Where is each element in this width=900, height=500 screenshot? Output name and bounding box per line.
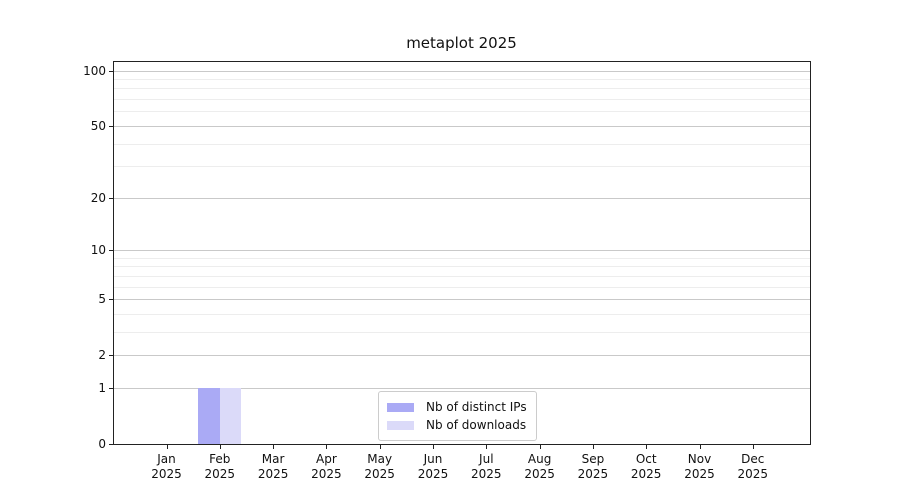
gridline-minor bbox=[113, 79, 810, 81]
spine-top bbox=[113, 61, 811, 62]
x-tick bbox=[699, 445, 701, 449]
x-tick bbox=[486, 445, 488, 449]
x-tick-label: Dec 2025 bbox=[737, 452, 769, 481]
gridline-major bbox=[113, 387, 810, 389]
gridline-major bbox=[113, 249, 810, 251]
gridline-minor bbox=[113, 275, 810, 277]
y-tick-label: 0 bbox=[98, 437, 106, 451]
spine-left bbox=[113, 61, 114, 445]
y-tick-label: 10 bbox=[90, 242, 106, 257]
x-tick-label: Apr 2025 bbox=[311, 452, 342, 481]
legend-swatch-downloads bbox=[387, 420, 414, 430]
x-tick-label: Feb 2025 bbox=[204, 452, 236, 481]
y-tick bbox=[109, 299, 113, 301]
y-tick-label: 100 bbox=[83, 63, 106, 78]
gridline-minor bbox=[113, 313, 810, 315]
legend-label-downloads: Nb of downloads bbox=[426, 417, 527, 432]
plot-area bbox=[113, 61, 810, 444]
x-tick-label: Oct 2025 bbox=[630, 452, 662, 481]
y-tick-label: 50 bbox=[90, 118, 106, 133]
y-tick-label: 20 bbox=[90, 190, 106, 205]
y-tick bbox=[109, 125, 113, 127]
x-tick bbox=[219, 445, 221, 449]
gridline-minor bbox=[113, 88, 810, 90]
x-tick-label: Jul 2025 bbox=[471, 452, 502, 481]
x-tick-label: Aug 2025 bbox=[524, 452, 555, 481]
x-tick-label: Sep 2025 bbox=[577, 452, 609, 481]
x-tick bbox=[752, 445, 754, 449]
x-tick-label: Nov 2025 bbox=[684, 452, 715, 481]
gridline-minor bbox=[113, 99, 810, 101]
y-tick bbox=[109, 355, 113, 357]
y-tick bbox=[109, 197, 113, 199]
gridline-major bbox=[113, 125, 810, 127]
y-tick bbox=[109, 70, 113, 72]
x-tick-label: Jan 2025 bbox=[151, 452, 182, 481]
legend-entry-distinct-ips: Nb of distinct IPs bbox=[387, 399, 527, 415]
bar bbox=[198, 387, 220, 444]
x-tick-label: Mar 2025 bbox=[257, 452, 289, 481]
gridline-minor bbox=[113, 143, 810, 145]
chart-title: metaplot 2025 bbox=[406, 34, 517, 52]
gridline-minor bbox=[113, 111, 810, 113]
x-tick bbox=[273, 445, 275, 449]
gridline-minor bbox=[113, 331, 810, 333]
x-tick bbox=[646, 445, 648, 449]
gridline-minor bbox=[113, 266, 810, 268]
gridline-major bbox=[113, 70, 810, 72]
y-tick-label: 2 bbox=[98, 348, 106, 363]
y-tick bbox=[109, 444, 113, 445]
gridline-major bbox=[113, 355, 810, 357]
gridline-minor bbox=[113, 257, 810, 259]
gridline-major bbox=[113, 197, 810, 199]
y-tick-label: 5 bbox=[98, 292, 106, 307]
x-tick bbox=[326, 445, 328, 449]
x-tick bbox=[166, 445, 168, 449]
x-tick bbox=[592, 445, 594, 449]
x-tick-label: Jun 2025 bbox=[417, 452, 449, 481]
x-tick-label: May 2025 bbox=[364, 452, 395, 481]
gridline-minor bbox=[113, 166, 810, 168]
gridline-minor bbox=[113, 286, 810, 288]
y-tick bbox=[109, 387, 113, 389]
legend: Nb of distinct IPs Nb of downloads bbox=[378, 391, 537, 441]
gridline-major bbox=[113, 299, 810, 301]
y-tick bbox=[109, 249, 113, 251]
x-tick bbox=[539, 445, 541, 449]
legend-label-distinct-ips: Nb of distinct IPs bbox=[426, 399, 527, 414]
y-tick-label: 1 bbox=[98, 380, 106, 395]
legend-swatch-distinct-ips bbox=[387, 402, 414, 412]
spine-right bbox=[810, 61, 811, 445]
x-tick bbox=[433, 445, 434, 449]
legend-entry-downloads: Nb of downloads bbox=[387, 417, 527, 433]
bar bbox=[219, 387, 242, 444]
x-tick bbox=[379, 445, 381, 449]
spine-bottom bbox=[113, 444, 811, 445]
